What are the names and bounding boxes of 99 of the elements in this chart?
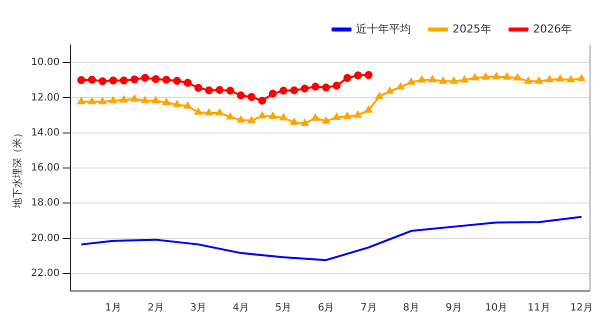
point bbox=[173, 100, 181, 108]
point bbox=[216, 109, 224, 116]
point bbox=[152, 96, 160, 104]
point bbox=[365, 106, 372, 113]
x-tick-label: 11月 bbox=[528, 302, 550, 314]
point bbox=[120, 96, 128, 102]
point bbox=[120, 76, 128, 84]
point bbox=[279, 86, 288, 95]
x-tick-label: 3月 bbox=[190, 302, 207, 314]
point bbox=[428, 76, 436, 82]
point bbox=[354, 111, 362, 118]
point bbox=[482, 73, 490, 80]
y-tick-label: 14.00 bbox=[30, 127, 60, 138]
point bbox=[98, 98, 106, 104]
y-tick-label: 22.00 bbox=[30, 268, 60, 280]
point bbox=[162, 98, 170, 105]
y-tick-label: 12.00 bbox=[30, 92, 60, 104]
point bbox=[162, 76, 170, 84]
point bbox=[290, 86, 298, 94]
point bbox=[524, 77, 532, 84]
point bbox=[184, 102, 192, 109]
y-tick-label: 18.00 bbox=[30, 198, 60, 209]
y-axis-title: 地下水埋深（米） bbox=[12, 128, 24, 209]
point bbox=[248, 93, 256, 102]
point bbox=[396, 83, 404, 90]
y-tick-label: 20.00 bbox=[30, 232, 60, 244]
point bbox=[142, 96, 149, 104]
x-tick-label: 1月 bbox=[105, 302, 122, 314]
point bbox=[556, 75, 564, 82]
legend-label: 2026年 bbox=[533, 22, 572, 36]
point bbox=[408, 78, 415, 85]
point bbox=[514, 74, 522, 81]
point bbox=[130, 95, 138, 102]
point bbox=[205, 109, 213, 116]
point bbox=[418, 76, 426, 83]
x-tick-label: 9月 bbox=[446, 302, 462, 314]
point bbox=[567, 76, 574, 82]
legend-label: 近十年平均 bbox=[356, 22, 412, 36]
point bbox=[204, 86, 213, 94]
point bbox=[78, 98, 85, 104]
point bbox=[258, 112, 266, 118]
point bbox=[226, 86, 234, 95]
point bbox=[109, 76, 118, 84]
point bbox=[300, 84, 309, 93]
y-tick-label: 10.00 bbox=[30, 57, 60, 68]
point bbox=[130, 75, 138, 84]
y-tick-label: 16.00 bbox=[30, 162, 60, 174]
point bbox=[268, 90, 277, 98]
point bbox=[280, 114, 288, 120]
point bbox=[344, 112, 351, 119]
legend-label: 2025年 bbox=[452, 22, 492, 36]
x-tick-label: 10月 bbox=[484, 302, 508, 314]
point bbox=[88, 76, 96, 84]
point bbox=[322, 117, 330, 124]
point bbox=[312, 114, 320, 121]
point bbox=[269, 112, 276, 119]
point bbox=[88, 98, 96, 104]
point bbox=[354, 71, 362, 80]
point bbox=[492, 72, 500, 80]
point bbox=[110, 96, 117, 104]
point bbox=[471, 74, 479, 80]
point bbox=[546, 76, 554, 82]
point bbox=[343, 74, 352, 82]
point bbox=[301, 119, 308, 126]
point bbox=[258, 96, 266, 105]
point bbox=[248, 116, 256, 124]
x-tick-label: 7月 bbox=[360, 302, 377, 314]
x-tick-label: 5月 bbox=[275, 302, 292, 314]
point bbox=[184, 78, 192, 87]
point bbox=[440, 77, 447, 84]
point bbox=[236, 91, 245, 100]
point bbox=[173, 76, 182, 85]
point bbox=[332, 82, 341, 90]
point bbox=[460, 76, 468, 83]
point bbox=[194, 108, 202, 115]
point bbox=[77, 76, 86, 84]
point bbox=[376, 92, 383, 100]
point bbox=[237, 116, 245, 123]
point bbox=[216, 86, 224, 94]
x-tick-label: 6月 bbox=[318, 302, 334, 314]
point bbox=[333, 113, 340, 120]
point bbox=[450, 77, 458, 84]
point bbox=[290, 118, 298, 125]
x-tick-label: 4月 bbox=[232, 302, 250, 314]
x-tick-label: 12月 bbox=[570, 302, 593, 314]
x-tick-label: 2月 bbox=[148, 302, 164, 314]
point bbox=[141, 74, 150, 82]
point bbox=[503, 73, 511, 80]
x-tick-label: 8月 bbox=[403, 302, 420, 314]
point bbox=[311, 82, 320, 91]
point bbox=[364, 71, 373, 80]
point bbox=[98, 77, 107, 86]
point bbox=[152, 75, 160, 84]
point bbox=[386, 87, 394, 94]
point bbox=[535, 77, 543, 84]
point bbox=[322, 84, 330, 92]
point bbox=[194, 84, 202, 92]
point bbox=[578, 74, 586, 82]
point bbox=[226, 113, 234, 120]
